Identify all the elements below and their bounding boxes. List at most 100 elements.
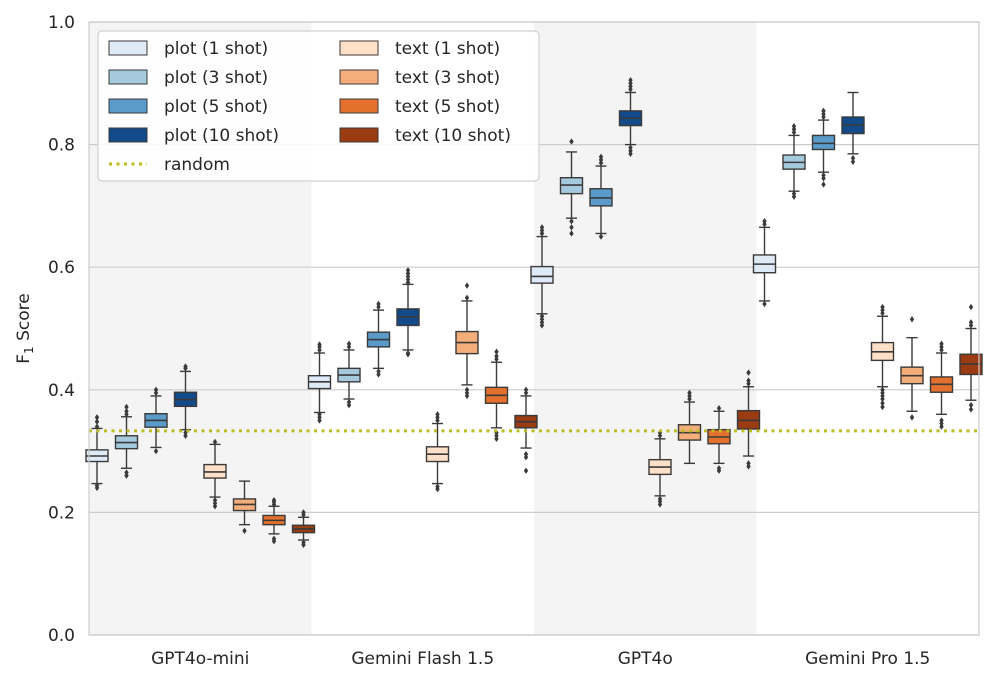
box: [337, 340, 361, 409]
outlier-point: [301, 509, 306, 516]
box: [841, 91, 865, 165]
y-axis-label-suffix: Score: [14, 293, 34, 346]
y-tick-label: 0.6: [48, 258, 75, 278]
legend-label: text (3 shot): [395, 68, 500, 88]
box: [366, 300, 391, 378]
legend-label: plot (10 shot): [164, 126, 279, 146]
outlier-point: [212, 496, 218, 504]
box: [114, 403, 139, 479]
outlier-point: [405, 349, 411, 357]
box: [782, 123, 806, 200]
outlier-point: [317, 341, 322, 348]
legend-swatch: [339, 40, 379, 56]
box: [85, 414, 109, 492]
outlier-point: [94, 418, 100, 425]
legend-label: plot (3 shot): [164, 68, 268, 88]
outlier-point: [405, 267, 411, 274]
outlier-point: [435, 483, 440, 490]
outlier-point: [124, 469, 129, 476]
y-axis-label-subscript: 1: [22, 346, 36, 354]
outlier-point: [346, 340, 352, 348]
box: [530, 224, 554, 329]
legend-swatch: [108, 127, 148, 143]
y-axis-label: F1 Score: [14, 293, 36, 363]
outlier-point: [301, 539, 306, 546]
outlier-point: [880, 400, 885, 407]
legend-swatch: [339, 69, 379, 85]
outlier-point: [909, 316, 915, 323]
legend-swatch: [108, 69, 148, 85]
box: [900, 316, 924, 421]
box: [262, 496, 286, 545]
box: [752, 218, 777, 308]
outlier-point: [762, 218, 767, 225]
outlier-point: [746, 460, 751, 467]
box: [144, 386, 168, 455]
outlier-point: [968, 406, 974, 413]
outlier-point: [716, 465, 722, 472]
outlier-point: [435, 411, 440, 418]
x-tick-label: Gemini Pro 1.5: [805, 649, 930, 669]
outlier-point: [539, 313, 545, 320]
outlier-point: [464, 294, 470, 302]
box-series: [85, 77, 983, 549]
outlier-point: [762, 300, 767, 308]
box: [484, 348, 509, 443]
box: [929, 340, 954, 430]
outlier-point: [464, 386, 470, 393]
box: [648, 429, 672, 508]
outlier-point: [494, 348, 499, 355]
outlier-point: [153, 447, 159, 455]
outlier-point: [464, 282, 470, 289]
outlier-point: [821, 107, 826, 115]
outlier-point: [569, 230, 574, 237]
outlier-point: [968, 319, 974, 326]
legend-swatch: [339, 98, 379, 114]
outlier-point: [569, 224, 574, 231]
legend-label: text (10 shot): [395, 126, 511, 146]
legend-swatch: [108, 98, 148, 114]
outlier-point: [94, 482, 100, 489]
outlier-point: [880, 386, 885, 393]
legend-label: text (5 shot): [395, 97, 500, 117]
box: [618, 77, 643, 157]
outlier-point: [523, 450, 529, 458]
plot-frame: [88, 21, 980, 636]
y-tick-label: 0.8: [48, 136, 75, 156]
outlier-point: [124, 408, 129, 415]
outlier-point: [968, 401, 974, 409]
outlier-point: [271, 496, 277, 504]
x-tick-label: Gemini Flash 1.5: [351, 649, 494, 669]
outlier-point: [821, 172, 826, 179]
outlier-point: [716, 404, 722, 412]
outlier-point: [569, 218, 574, 225]
outlier-point: [628, 77, 633, 84]
legend: plot (1 shot) plot (3 shot) plot (5 shot) p…: [97, 30, 540, 182]
x-tick-label: GPT4o: [618, 649, 673, 669]
box-body: [530, 265, 554, 284]
legend-box: [97, 30, 540, 182]
box: [232, 480, 257, 534]
box: [203, 438, 227, 510]
legend-swatch: [339, 127, 379, 143]
box: [425, 411, 450, 493]
box: [514, 386, 538, 474]
outlier-point: [657, 495, 663, 503]
box: [307, 341, 332, 424]
outlier-point: [494, 352, 499, 360]
y-tick-label: 0.4: [48, 381, 75, 401]
outlier-point: [94, 414, 100, 421]
legend-swatch: [108, 40, 148, 56]
y-axis-label-main: F: [14, 354, 34, 364]
box: [959, 303, 983, 413]
box: [811, 107, 836, 188]
outlier-point: [376, 300, 381, 308]
outlier-point: [939, 417, 944, 424]
outlier-point: [124, 403, 129, 411]
y-tick-label: 1.0: [48, 13, 75, 33]
category-band-shade: [534, 22, 757, 635]
outlier-point: [821, 181, 826, 188]
outlier-point: [628, 144, 633, 151]
outlier-point: [212, 438, 218, 446]
